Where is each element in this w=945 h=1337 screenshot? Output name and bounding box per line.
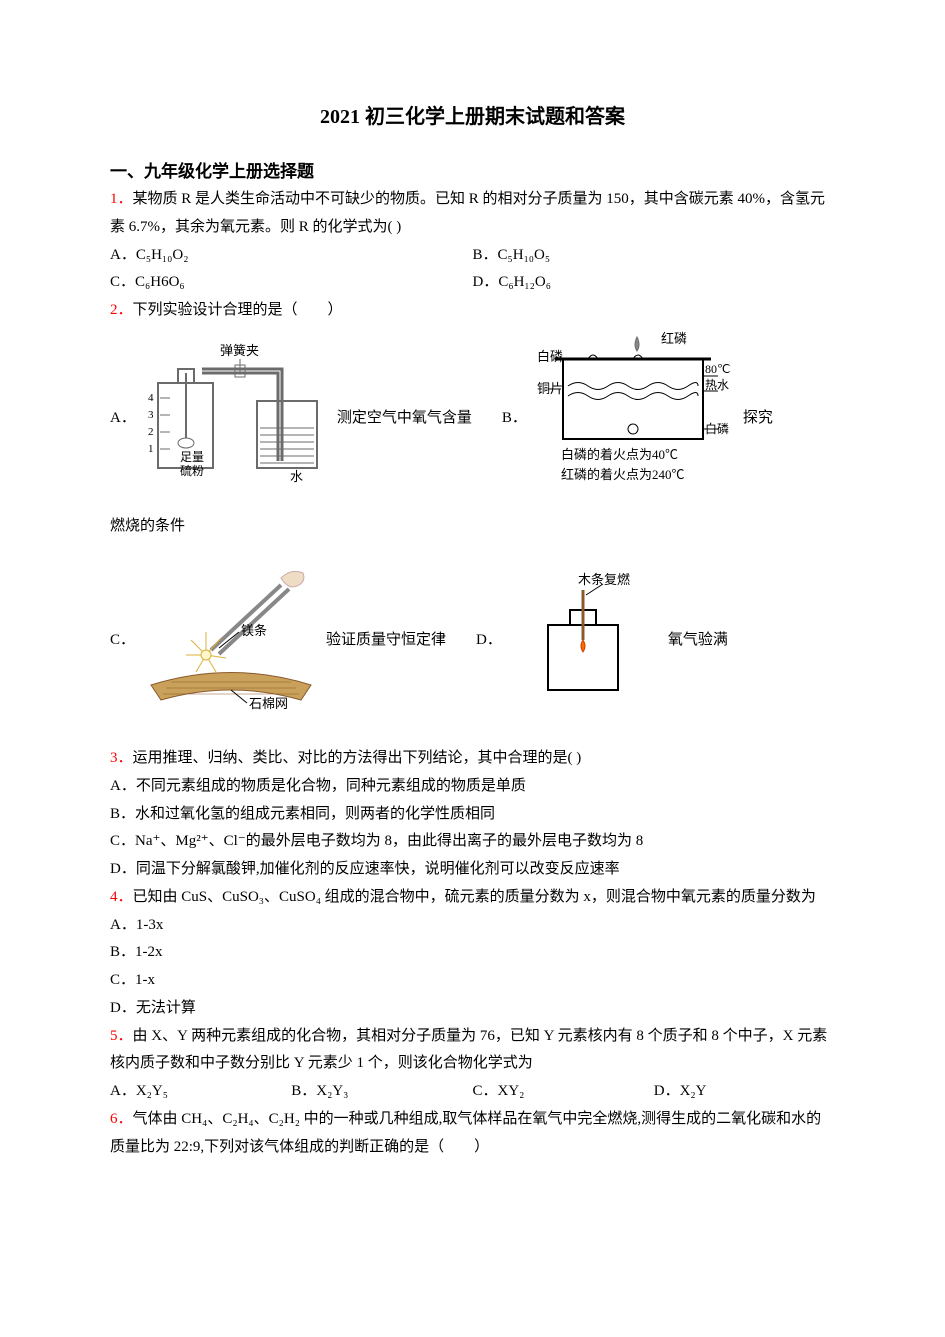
svg-text:4: 4 (148, 392, 154, 404)
q1-option-B: B．C₅H₁₀O₅ (473, 242, 836, 270)
q6-number: 6． (110, 1111, 133, 1127)
q2-A-caption: 测定空气中氧气含量 (337, 405, 472, 433)
q1-option-D: D．C₆H₁₂O₆ (473, 269, 836, 297)
svg-text:2: 2 (148, 426, 154, 438)
q6-text: 气体由 CH₄、C₂H₄、C₂H₂ 中的一种或几种组成,取气体样品在氧气中完全燃… (110, 1111, 821, 1155)
q3-options: A．不同元素组成的物质是化合物，同种元素组成的物质是单质 B．水和过氧化氢的组成… (110, 773, 835, 884)
question-3: 3．运用推理、归纳、类比、对比的方法得出下列结论，其中合理的是( ) A．不同元… (110, 745, 835, 884)
svg-text:水: 水 (290, 469, 303, 483)
question-2: 2．下列实验设计合理的是（ ） A． 弹簧夹 (110, 297, 835, 721)
svg-text:硫粉: 硫粉 (180, 463, 204, 478)
q2-number: 2． (110, 302, 133, 318)
q2-diagram-A: 弹簧夹 4 (142, 343, 327, 494)
page-title: 2021 初三化学上册期末试题和答案 (110, 100, 835, 129)
q2-A-letter: A． (110, 405, 136, 433)
q3-text: 运用推理、归纳、类比、对比的方法得出下列结论，其中合理的是( ) (133, 750, 582, 766)
question-6: 6．气体由 CH₄、C₂H₄、C₂H₂ 中的一种或几种组成,取气体样品在氧气中完… (110, 1106, 835, 1162)
q2-C-caption: 验证质量守恒定律 (326, 627, 446, 655)
q2-combustion-line: 燃烧的条件 (110, 513, 835, 541)
svg-text:3: 3 (148, 409, 154, 421)
q4-number: 4． (110, 889, 133, 905)
svg-text:80℃: 80℃ (705, 362, 730, 376)
q3-option-C: C．Na⁺、Mg²⁺、Cl⁻的最外层电子数均为 8，由此得出离子的最外层电子数均… (110, 828, 835, 856)
q2-diagram-D: 木条复燃 (508, 570, 658, 711)
q3-option-A: A．不同元素组成的物质是化合物，同种元素组成的物质是单质 (110, 773, 835, 801)
q3-option-B: B．水和过氧化氢的组成元素相同，则两者的化学性质相同 (110, 801, 835, 829)
q5-option-D: D．X₂Y (654, 1078, 835, 1106)
q2-diagram-C: 镁条 石棉网 (141, 560, 316, 721)
svg-text:木条复燃: 木条复燃 (578, 572, 630, 587)
q5-number: 5． (110, 1028, 133, 1044)
q4-option-B: B．1-2x (110, 939, 835, 967)
q4-option-D: D．无法计算 (110, 995, 835, 1023)
q2-row-CD: C． (110, 560, 835, 721)
svg-text:镁条: 镁条 (241, 623, 267, 638)
svg-text:弹簧夹: 弹簧夹 (220, 343, 259, 358)
q3-number: 3． (110, 750, 133, 766)
q2-D-caption: 氧气验满 (668, 627, 728, 655)
q4-option-C: C．1-x (110, 967, 835, 995)
svg-text:红磷的着火点为240℃: 红磷的着火点为240℃ (561, 467, 685, 482)
q1-options: A．C₅H₁₀O₂ B．C₅H₁₀O₅ C．C₆H6O₆ D．C₆H₁₂O₆ (110, 242, 835, 298)
q5-option-B: B．X₂Y₃ (291, 1078, 472, 1106)
q5-option-C: C．XY₂ (473, 1078, 654, 1106)
section-heading: 一、九年级化学上册选择题 (110, 157, 835, 182)
svg-text:红磷: 红磷 (661, 331, 687, 346)
q4-option-A: A．1-3x (110, 912, 835, 940)
q2-D-letter: D． (476, 627, 502, 655)
q1-option-A: A．C₅H₁₀O₂ (110, 242, 473, 270)
svg-text:1: 1 (148, 443, 154, 455)
exam-page: 2021 初三化学上册期末试题和答案 一、九年级化学上册选择题 1．某物质 R … (0, 0, 945, 1337)
q5-text: 由 X、Y 两种元素组成的化合物，其相对分子质量为 76，已知 Y 元素核内有 … (110, 1028, 827, 1072)
q2-C-letter: C． (110, 627, 135, 655)
question-4: 4．已知由 CuS、CuSO₃、CuSO₄ 组成的混合物中，硫元素的质量分数为 … (110, 884, 835, 1023)
q2-B-caption: 探究 (743, 405, 773, 433)
q1-option-C: C．C₆H6O₆ (110, 269, 473, 297)
svg-text:白磷: 白磷 (705, 421, 729, 436)
q4-text: 已知由 CuS、CuSO₃、CuSO₄ 组成的混合物中，硫元素的质量分数为 x，… (133, 889, 816, 905)
questions-container: 1．某物质 R 是人类生命活动中不可缺少的物质。已知 R 的相对分子质量为 15… (110, 186, 835, 1161)
svg-text:足量: 足量 (180, 450, 204, 464)
q2-B-letter: B． (502, 405, 527, 433)
question-1: 1．某物质 R 是人类生命活动中不可缺少的物质。已知 R 的相对分子质量为 15… (110, 186, 835, 297)
q5-option-A: A．X₂Y₅ (110, 1078, 291, 1106)
q2-row-AB: A． 弹簧夹 (110, 331, 835, 507)
svg-text:热水: 热水 (705, 378, 729, 392)
svg-text:白磷的着火点为40℃: 白磷的着火点为40℃ (561, 447, 678, 462)
q2-text: 下列实验设计合理的是（ ） (133, 302, 343, 318)
q1-number: 1． (110, 191, 133, 207)
q4-options: A．1-3x B．1-2x C．1-x D．无法计算 (110, 912, 835, 1023)
q2-diagram-B: 红磷 白磷 (533, 331, 733, 507)
svg-text:白磷: 白磷 (537, 349, 563, 364)
q3-option-D: D．同温下分解氯酸钾,加催化剂的反应速率快，说明催化剂可以改变反应速率 (110, 856, 835, 884)
q5-options: A．X₂Y₅ B．X₂Y₃ C．XY₂ D．X₂Y (110, 1078, 835, 1106)
question-5: 5．由 X、Y 两种元素组成的化合物，其相对分子质量为 76，已知 Y 元素核内… (110, 1023, 835, 1106)
q1-text: 某物质 R 是人类生命活动中不可缺少的物质。已知 R 的相对分子质量为 150，… (110, 191, 825, 235)
svg-text:石棉网: 石棉网 (249, 696, 288, 710)
